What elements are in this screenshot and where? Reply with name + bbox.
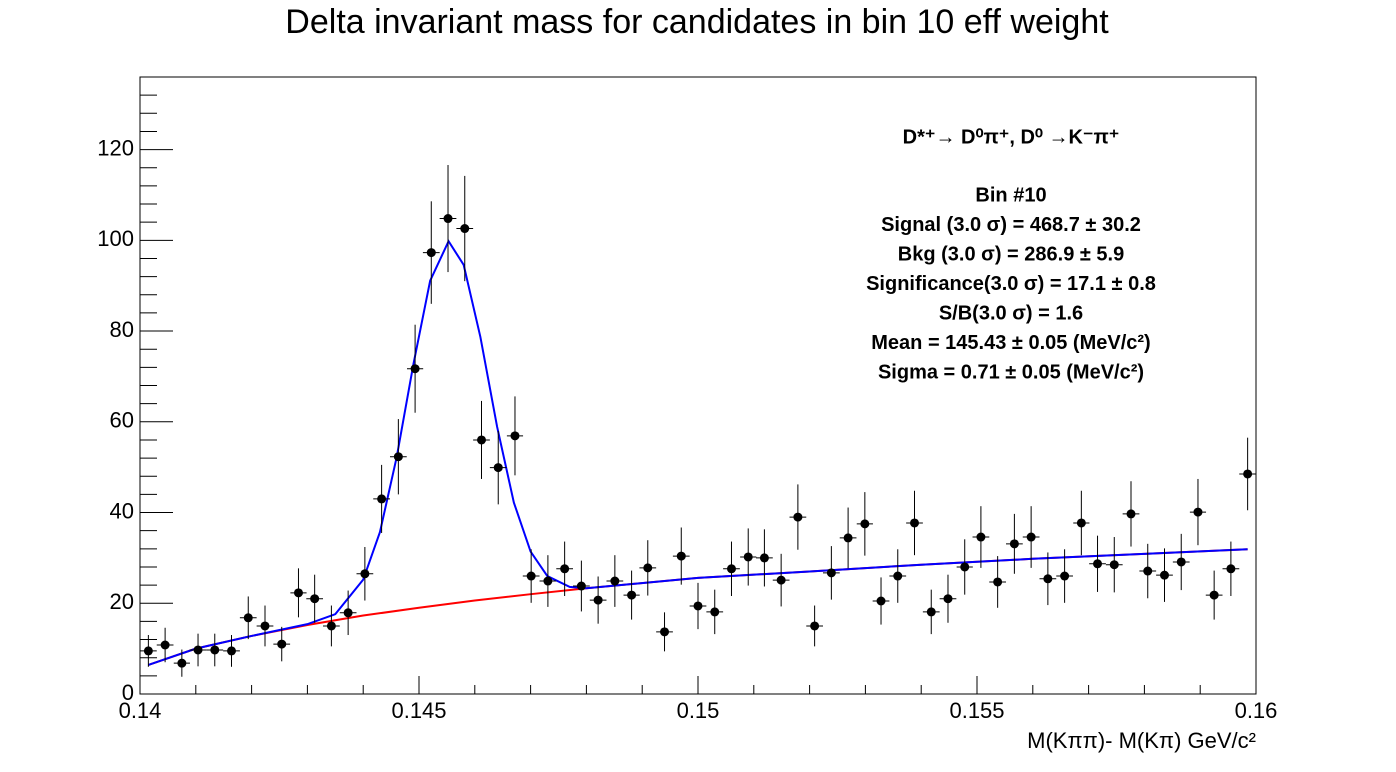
data-point [526, 571, 536, 581]
data-point [610, 576, 620, 586]
data-point [810, 621, 820, 631]
fit-curve [148, 239, 1248, 666]
x-tick-label: 0.15 [677, 698, 720, 723]
data-point [660, 627, 670, 637]
data-point [759, 553, 769, 563]
data-point [360, 569, 370, 579]
data-point [160, 640, 170, 650]
data-point [1009, 539, 1019, 549]
data-point [343, 608, 353, 618]
annotation: Bin #10 [975, 184, 1046, 206]
y-tick-label: 0 [122, 680, 134, 705]
data-point [576, 581, 586, 591]
data-point [776, 575, 786, 585]
x-axis-label: M(Kππ)- M(Kπ) GeV/c² [1027, 728, 1256, 753]
chart-title: Delta invariant mass for candidates in b… [285, 3, 1109, 41]
x-tick-label: 0.14 [119, 698, 162, 723]
y-tick-label: 80 [110, 317, 134, 342]
annotation: Bkg (3.0 σ) = 286.9 ± 5.9 [898, 243, 1124, 265]
data-point [1243, 469, 1253, 479]
data-point [426, 248, 436, 258]
data-point [443, 214, 453, 224]
data-point [993, 577, 1003, 587]
data-point [926, 607, 936, 617]
data-point [943, 594, 953, 604]
data-point [1143, 566, 1153, 576]
data-point [1159, 570, 1169, 580]
data-point [193, 645, 203, 655]
data-point [493, 463, 503, 473]
data-point [560, 564, 570, 574]
data-point [1060, 571, 1070, 581]
data-point [910, 518, 920, 528]
annotation: Significance(3.0 σ) = 17.1 ± 0.8 [866, 273, 1156, 295]
data-point [260, 621, 270, 631]
data-point [393, 452, 403, 462]
data-point [726, 564, 736, 574]
data-point [1193, 507, 1203, 517]
data-point [210, 645, 220, 655]
data-point [976, 532, 986, 542]
annotation: D*⁺→ D⁰π⁺, D⁰ →K⁻π⁺ [903, 126, 1120, 148]
data-point [277, 639, 287, 649]
data-point [476, 435, 486, 445]
data-point [627, 590, 637, 600]
data-point [243, 613, 253, 623]
data-point [1076, 518, 1086, 528]
data-point [710, 607, 720, 617]
data-point [860, 519, 870, 529]
data-point [293, 588, 303, 598]
data-point [693, 601, 703, 611]
data-point [960, 562, 970, 572]
data-point [177, 658, 187, 668]
x-tick-label: 0.145 [391, 698, 446, 723]
data-point [410, 364, 420, 374]
data-point [460, 224, 470, 234]
data-point [876, 596, 886, 606]
data-point [1043, 574, 1053, 584]
data-point [793, 512, 803, 522]
y-tick-label: 20 [110, 589, 134, 614]
y-tick-label: 120 [97, 135, 134, 160]
data-point [377, 494, 387, 504]
data-point [843, 533, 853, 543]
data-point [593, 595, 603, 605]
data-point [1226, 564, 1236, 574]
x-tick-label: 0.16 [1235, 698, 1278, 723]
annotation: Mean = 145.43 ± 0.05 (MeV/c²) [871, 332, 1150, 354]
data-point [1126, 509, 1136, 519]
data-point [676, 551, 686, 561]
data-point [1093, 559, 1103, 569]
y-tick-label: 100 [97, 226, 134, 251]
y-tick-label: 60 [110, 408, 134, 433]
data-point [1209, 590, 1219, 600]
data-point [143, 646, 153, 656]
data-point [893, 571, 903, 581]
annotation: Sigma = 0.71 ± 0.05 (MeV/c²) [878, 361, 1144, 383]
annotation: Signal (3.0 σ) = 468.7 ± 30.2 [881, 214, 1141, 236]
data-point [1176, 557, 1186, 567]
data-point [227, 646, 237, 656]
data-point [310, 594, 320, 604]
data-point [643, 563, 653, 573]
x-tick-label: 0.155 [949, 698, 1004, 723]
data-point [826, 568, 836, 578]
data-point [510, 431, 520, 441]
data-point [1026, 532, 1036, 542]
data-point [743, 552, 753, 562]
annotation: S/B(3.0 σ) = 1.6 [939, 302, 1083, 324]
data-point [326, 621, 336, 631]
y-tick-label: 40 [110, 498, 134, 523]
data-point [543, 576, 553, 586]
data-point [1109, 560, 1119, 570]
